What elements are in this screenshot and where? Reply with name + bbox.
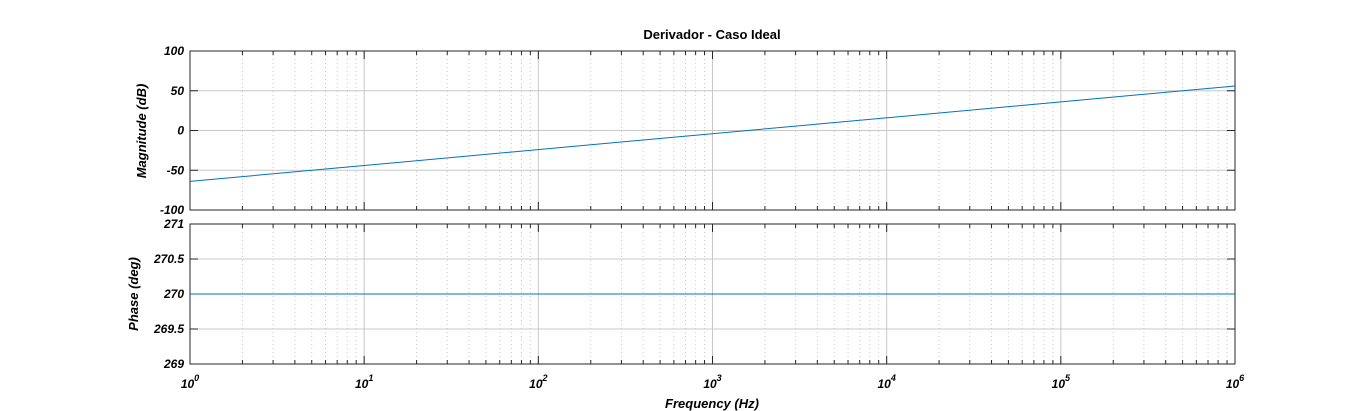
frequency-x-axis-label: Frequency (Hz): [665, 396, 759, 411]
phase-y-tick-label: 269: [163, 357, 184, 371]
magnitude-y-tick-label: -50: [167, 163, 185, 177]
phase-y-tick-label: 271: [163, 217, 184, 231]
magnitude-series-line: [189, 85, 1236, 182]
phase-x-ticks: 100 101 102 103 104 105 106: [181, 224, 1245, 391]
frequency-x-tick-label: 101: [355, 373, 373, 391]
magnitude-series: [189, 85, 1236, 182]
magnitude-y-axis-label: Magnitude (dB): [134, 84, 149, 179]
magnitude-panel: -100 -50 0 50 100 Magnitude (dB): [134, 44, 1236, 217]
phase-y-tick-label: 270.5: [153, 252, 184, 266]
magnitude-y-tick-label: 0: [177, 124, 184, 138]
magnitude-x-ticks: [189, 51, 1236, 210]
magnitude-grid: [190, 51, 1235, 210]
magnitude-y-tick-label: 50: [171, 84, 185, 98]
magnitude-y-tick-label: -100: [160, 203, 184, 217]
magnitude-y-tick-label: 100: [164, 44, 184, 58]
phase-y-axis-label: Phase (deg): [126, 257, 141, 331]
frequency-x-tick-label: 106: [1226, 373, 1245, 391]
frequency-x-tick-label: 104: [877, 373, 895, 391]
frequency-x-tick-label: 105: [1052, 373, 1071, 391]
phase-y-tick-label: 269.5: [153, 322, 184, 336]
frequency-x-tick-label: 100: [181, 373, 199, 391]
magnitude-y-ticks: -100 -50 0 50 100: [160, 44, 1235, 217]
phase-y-tick-label: 270: [163, 287, 184, 301]
phase-y-ticks: 269 269.5 270 270.5 271: [153, 217, 1235, 371]
frequency-x-tick-label: 102: [529, 373, 547, 391]
frequency-x-tick-label: 103: [703, 373, 721, 391]
chart-title: Derivador - Caso Ideal: [643, 27, 780, 42]
